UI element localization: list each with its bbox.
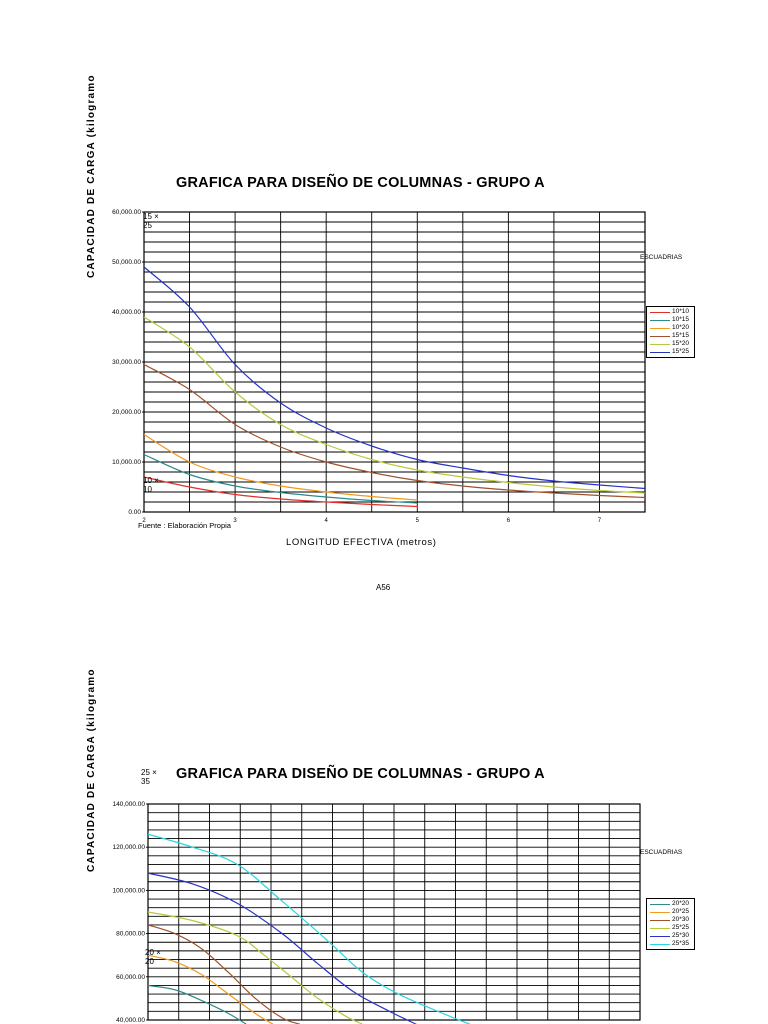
page-number: A56	[376, 583, 391, 592]
legend-swatch	[650, 927, 670, 929]
legend-label: 25*35	[672, 940, 689, 947]
series-line-15x20	[143, 316, 646, 494]
chart-1-x-axis-label: LONGITUD EFECTIVA (metros)	[286, 537, 437, 548]
chart-1-title: GRAFICA PARA DISEÑO DE COLUMNAS - GRUPO …	[176, 175, 545, 191]
x-tick-label: 6	[507, 518, 511, 524]
series-line-10x15	[143, 453, 418, 504]
series-line-25x25	[147, 911, 363, 1024]
legend-label: 10*15	[672, 316, 689, 323]
x-tick-label: 4	[325, 518, 329, 524]
chart-1-legend: 10*10 10*15 10*20 15*15 15*20 15*25	[646, 306, 695, 358]
legend-swatch	[650, 351, 670, 353]
legend-item-20x25: 20*25	[647, 908, 694, 916]
series-line-15x15	[143, 363, 646, 499]
legend-label: 20*20	[672, 900, 689, 907]
legend-item-15x15: 15*15	[647, 332, 694, 340]
chart-1-plot: 0.00 10,000.00 20,000.00 30,000.00 40,000.00…	[112, 209, 646, 524]
legend-label: 10*10	[672, 308, 689, 315]
y-tick-label: 30,000.00	[112, 359, 141, 366]
series-line-25x30	[147, 872, 417, 1024]
legend-item-25x35: 25*35	[647, 940, 694, 948]
chart-2-title: GRAFICA PARA DISEÑO DE COLUMNAS - GRUPO …	[176, 766, 545, 782]
legend-item-10x20: 10*20	[647, 324, 694, 332]
series-line-20x20	[147, 984, 247, 1024]
legend-item-10x10: 10*10	[647, 308, 694, 316]
legend-swatch	[650, 943, 670, 945]
legend-label: 25*25	[672, 924, 689, 931]
legend-label: 10*20	[672, 324, 689, 331]
legend-swatch	[650, 343, 670, 345]
y-tick-label: 120,000.00	[112, 844, 145, 851]
chart-1-legend-title: ESCUADRIAS	[640, 254, 683, 261]
series-line-15x25	[143, 266, 646, 490]
series-line-10x10	[143, 476, 418, 508]
legend-item-15x25: 15*25	[647, 348, 694, 356]
legend-label: 25*30	[672, 932, 689, 939]
legend-item-25x30: 25*30	[647, 932, 694, 940]
y-tick-label: 50,000.00	[112, 259, 141, 266]
chart-2-annotation-left-line2: 20	[145, 957, 154, 966]
legend-swatch	[650, 319, 670, 321]
y-tick-label: 10,000.00	[112, 459, 141, 466]
y-tick-label: 40,000.00	[112, 309, 141, 316]
y-tick-label: 20,000.00	[112, 409, 141, 416]
y-tick-label: 140,000.00	[112, 801, 145, 808]
chart-1-annotation-top-line2: 25	[143, 221, 152, 230]
legend-item-20x20: 20*20	[647, 900, 694, 908]
y-tick-label: 0.00	[128, 509, 141, 516]
legend-item-10x15: 10*15	[647, 316, 694, 324]
series-line-20x30	[147, 924, 301, 1024]
chart-1-source-note: Fuente : Elaboración Propia	[138, 521, 231, 530]
chart-2-annotation-top: 25 × 35	[141, 768, 157, 786]
legend-swatch	[650, 903, 670, 905]
legend-label: 20*30	[672, 916, 689, 923]
x-tick-label: 2	[142, 518, 146, 524]
legend-label: 15*20	[672, 340, 689, 347]
legend-label: 15*15	[672, 332, 689, 339]
chart-2-annotation-left: 20 × 20	[145, 948, 161, 966]
chart-1-annotation-bottom-line2: 10	[143, 485, 152, 494]
legend-swatch	[650, 335, 670, 337]
legend-item-15x20: 15*20	[647, 340, 694, 348]
legend-swatch	[650, 935, 670, 937]
y-tick-label: 40,000.00	[116, 1017, 145, 1024]
legend-label: 15*25	[672, 348, 689, 355]
chart-1-annotation-top-line1: 15 ×	[143, 212, 159, 221]
chart-1-annotation-top: 15 × 25	[143, 212, 159, 230]
y-tick-label: 80,000.00	[116, 931, 145, 938]
legend-item-20x30: 20*30	[647, 916, 694, 924]
chart-2-annotation-top-line1: 25 ×	[141, 768, 157, 777]
y-tick-label: 100,000.00	[112, 887, 145, 894]
chart-2-annotation-top-line2: 35	[141, 777, 150, 786]
series-line-20x25	[147, 954, 274, 1024]
legend-swatch	[650, 911, 670, 913]
chart-1-annotation-bottom: 10 × 10	[143, 476, 159, 494]
chart-2-annotation-left-line1: 20 ×	[145, 948, 161, 957]
x-tick-label: 5	[416, 518, 420, 524]
chart-2-plot: 40,000.00 60,000.00 80,000.00 100,000.00 120…	[112, 801, 641, 1024]
chart-1-annotation-bottom-line1: 10 ×	[143, 476, 159, 485]
series-line-25x35	[147, 833, 471, 1024]
x-tick-label: 7	[598, 518, 602, 524]
legend-item-25x25: 25*25	[647, 924, 694, 932]
chart-2-legend: 20*20 20*25 20*30 25*25 25*30 25*35	[646, 898, 695, 950]
x-tick-label: 3	[233, 518, 237, 524]
y-tick-label: 60,000.00	[112, 209, 141, 216]
series-line-10x20	[143, 433, 418, 501]
legend-swatch	[650, 919, 670, 921]
chart-2-legend-title: ESCUADRIAS	[640, 849, 683, 856]
y-tick-label: 60,000.00	[116, 974, 145, 981]
legend-swatch	[650, 311, 670, 313]
legend-swatch	[650, 327, 670, 329]
legend-label: 20*25	[672, 908, 689, 915]
